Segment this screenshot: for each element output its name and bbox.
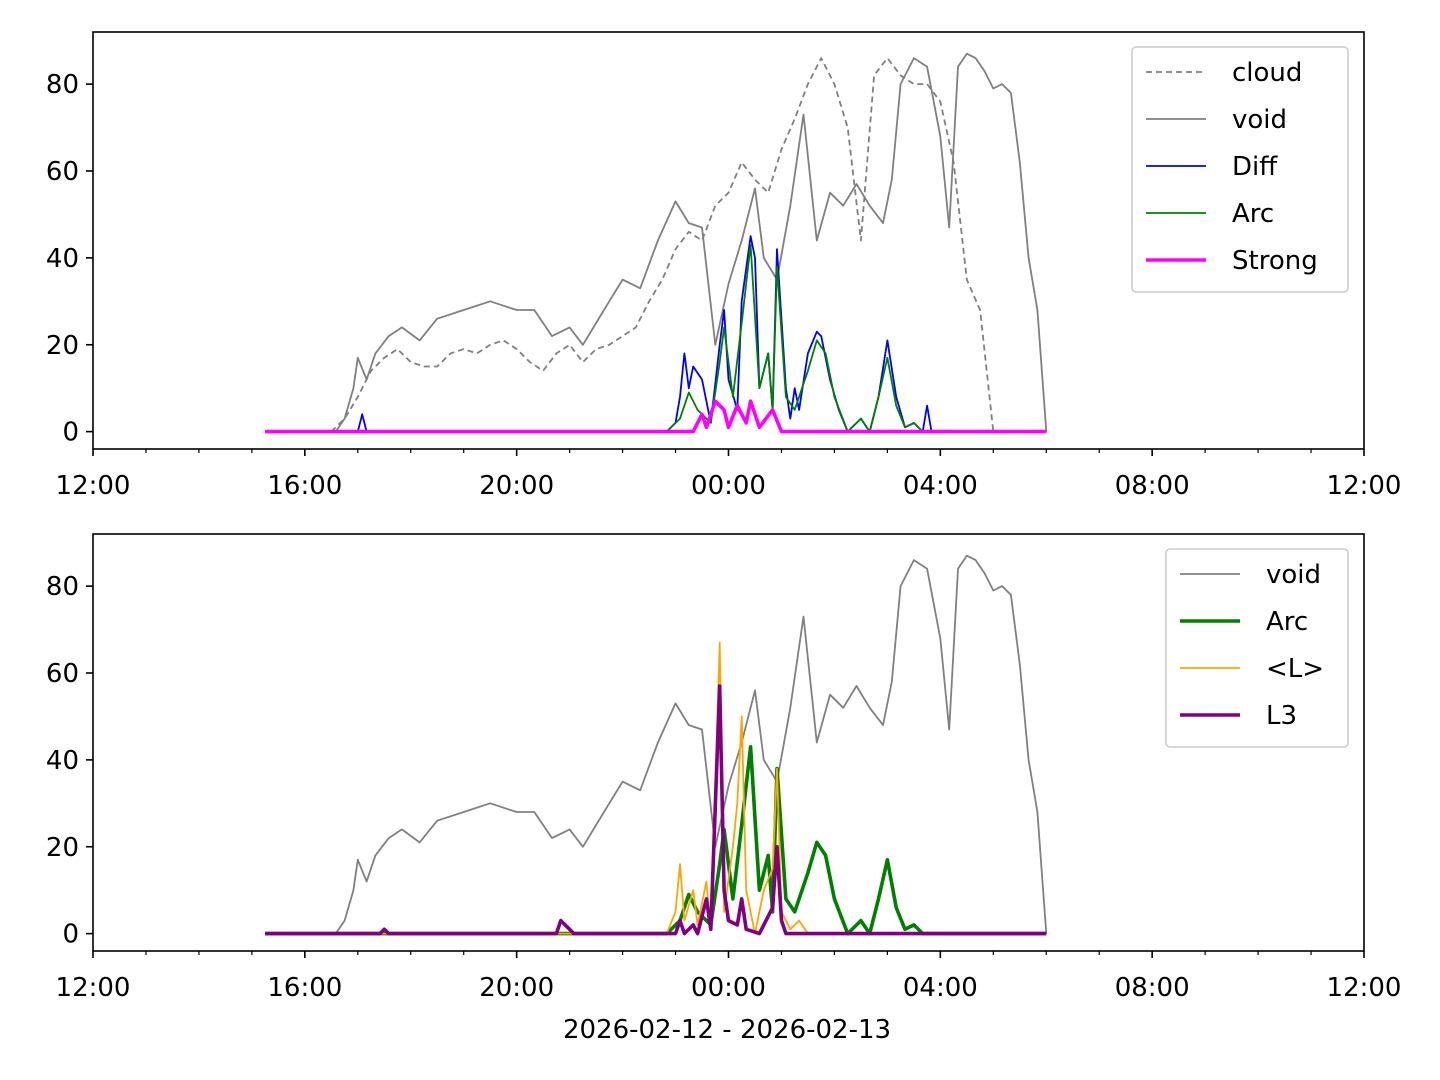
y-tick-label: 60 — [46, 157, 79, 187]
legend-label: Arc — [1232, 199, 1274, 229]
x-tick-label: 00:00 — [691, 973, 766, 1003]
legend-label: cloud — [1232, 58, 1302, 88]
legend-box — [1131, 46, 1349, 293]
legend-label: Arc — [1266, 607, 1308, 637]
legend-box — [1165, 548, 1349, 748]
x-tick-label: 12:00 — [1327, 471, 1402, 501]
series-line-void-chart1 — [334, 52, 1048, 433]
series-line-l3-chart2 — [265, 684, 1047, 936]
legend-label: void — [1232, 105, 1287, 135]
x-tick-label: 08:00 — [1115, 973, 1190, 1003]
x-tick-label: 04:00 — [903, 973, 978, 1003]
y-tick-label: 0 — [62, 920, 79, 950]
x-tick-label: 20:00 — [479, 471, 554, 501]
top-chart-x-ticks: 12:00 16:00 20:00 00:00 04:00 08:00 12:00 — [56, 449, 1402, 501]
top-chart-lines — [265, 52, 1048, 434]
y-tick-label: 20 — [46, 331, 79, 361]
x-tick-label: 12:00 — [56, 973, 131, 1003]
series-line-strong-chart1 — [265, 399, 1047, 434]
bottom-chart: 12:00 16:00 20:00 00:00 04:00 08:00 12:00 0 20 4… — [46, 533, 1402, 1045]
y-tick-label: 20 — [46, 833, 79, 863]
x-tick-label: 20:00 — [479, 973, 554, 1003]
legend-label: Strong — [1232, 246, 1318, 276]
bottom-chart-lines — [265, 554, 1048, 936]
series-line-arc-chart1 — [265, 243, 1047, 433]
legend-label: <L> — [1266, 654, 1324, 684]
y-tick-label: 80 — [46, 572, 79, 602]
top-chart-y-ticks: 0 20 40 60 80 — [46, 70, 93, 448]
y-tick-label: 80 — [46, 70, 79, 100]
series-line-cloud-chart1 — [330, 57, 995, 433]
top-chart-legend: cloud void Diff Arc Strong — [1131, 46, 1349, 293]
bottom-chart-x-axis-label: 2026-02-12 - 2026-02-13 — [563, 1015, 891, 1045]
y-tick-label: 60 — [46, 659, 79, 689]
x-tick-label: 08:00 — [1115, 471, 1190, 501]
y-tick-label: 40 — [46, 244, 79, 274]
legend-label: Diff — [1232, 152, 1278, 182]
legend-label: void — [1266, 560, 1321, 590]
y-tick-label: 0 — [62, 418, 79, 448]
bottom-chart-y-ticks: 0 20 40 60 80 — [46, 572, 93, 950]
x-tick-label: 16:00 — [267, 973, 342, 1003]
y-tick-label: 40 — [46, 746, 79, 776]
top-chart: 12:00 16:00 20:00 00:00 04:00 08:00 12:00 0 20 4… — [46, 31, 1402, 501]
x-tick-label: 12:00 — [56, 471, 131, 501]
x-tick-label: 16:00 — [267, 471, 342, 501]
legend-label: L3 — [1266, 701, 1297, 731]
bottom-chart-legend: void Arc <L> L3 — [1165, 548, 1349, 748]
x-tick-label: 04:00 — [903, 471, 978, 501]
x-tick-label: 12:00 — [1327, 973, 1402, 1003]
bottom-chart-x-ticks: 12:00 16:00 20:00 00:00 04:00 08:00 12:00 — [56, 951, 1402, 1003]
x-tick-label: 00:00 — [691, 471, 766, 501]
